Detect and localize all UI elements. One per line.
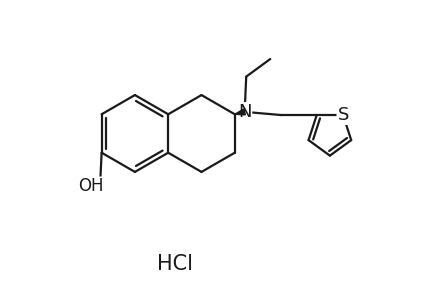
Text: N: N bbox=[238, 103, 252, 121]
Text: HCl: HCl bbox=[157, 254, 193, 274]
Text: OH: OH bbox=[78, 177, 103, 195]
Polygon shape bbox=[235, 109, 246, 115]
Text: S: S bbox=[338, 106, 349, 124]
